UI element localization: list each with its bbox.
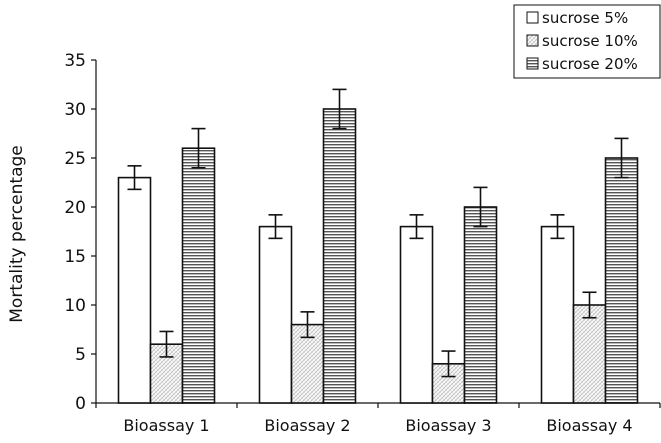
error-bars: [127, 88, 629, 378]
bar: [540, 225, 575, 404]
legend-label: sucrose 5%: [542, 9, 628, 27]
bar: [181, 147, 216, 404]
x-tick-label: Bioassay 3: [405, 416, 491, 435]
legend-label: sucrose 20%: [542, 55, 638, 73]
x-tick-label: Bioassay 2: [264, 416, 350, 435]
bar: [572, 304, 607, 404]
bar: [322, 108, 357, 404]
bar: [258, 225, 293, 404]
y-tick-label: 15: [64, 247, 86, 267]
y-tick-label: 5: [75, 345, 86, 365]
y-axis: 0 5 10 15 20 25 30 35: [64, 51, 97, 414]
legend-swatch: [526, 57, 539, 70]
x-tick-label: Bioassay 4: [546, 416, 632, 435]
bar: [463, 206, 498, 404]
legend: sucrose 5% sucrose 10% sucrose 20%: [513, 4, 661, 79]
y-tick-label: 10: [64, 296, 86, 316]
bars: [117, 108, 639, 404]
bar: [117, 176, 152, 404]
y-tick-label: 0: [75, 394, 86, 414]
y-tick-label: 30: [64, 100, 86, 120]
y-tick-label: 20: [64, 198, 86, 218]
y-axis-label: Mortality percentage: [7, 145, 27, 323]
bar: [604, 157, 639, 404]
x-axis: Bioassay 1 Bioassay 2 Bioassay 3 Bioassay 4: [95, 402, 661, 435]
x-tick-label: Bioassay 1: [123, 416, 209, 435]
y-tick-label: 25: [64, 149, 86, 169]
legend-swatch: [526, 11, 539, 24]
legend-label: sucrose 10%: [542, 32, 638, 50]
y-tick-label: 35: [64, 51, 86, 71]
legend-swatch: [526, 34, 539, 47]
bar: [399, 225, 434, 404]
